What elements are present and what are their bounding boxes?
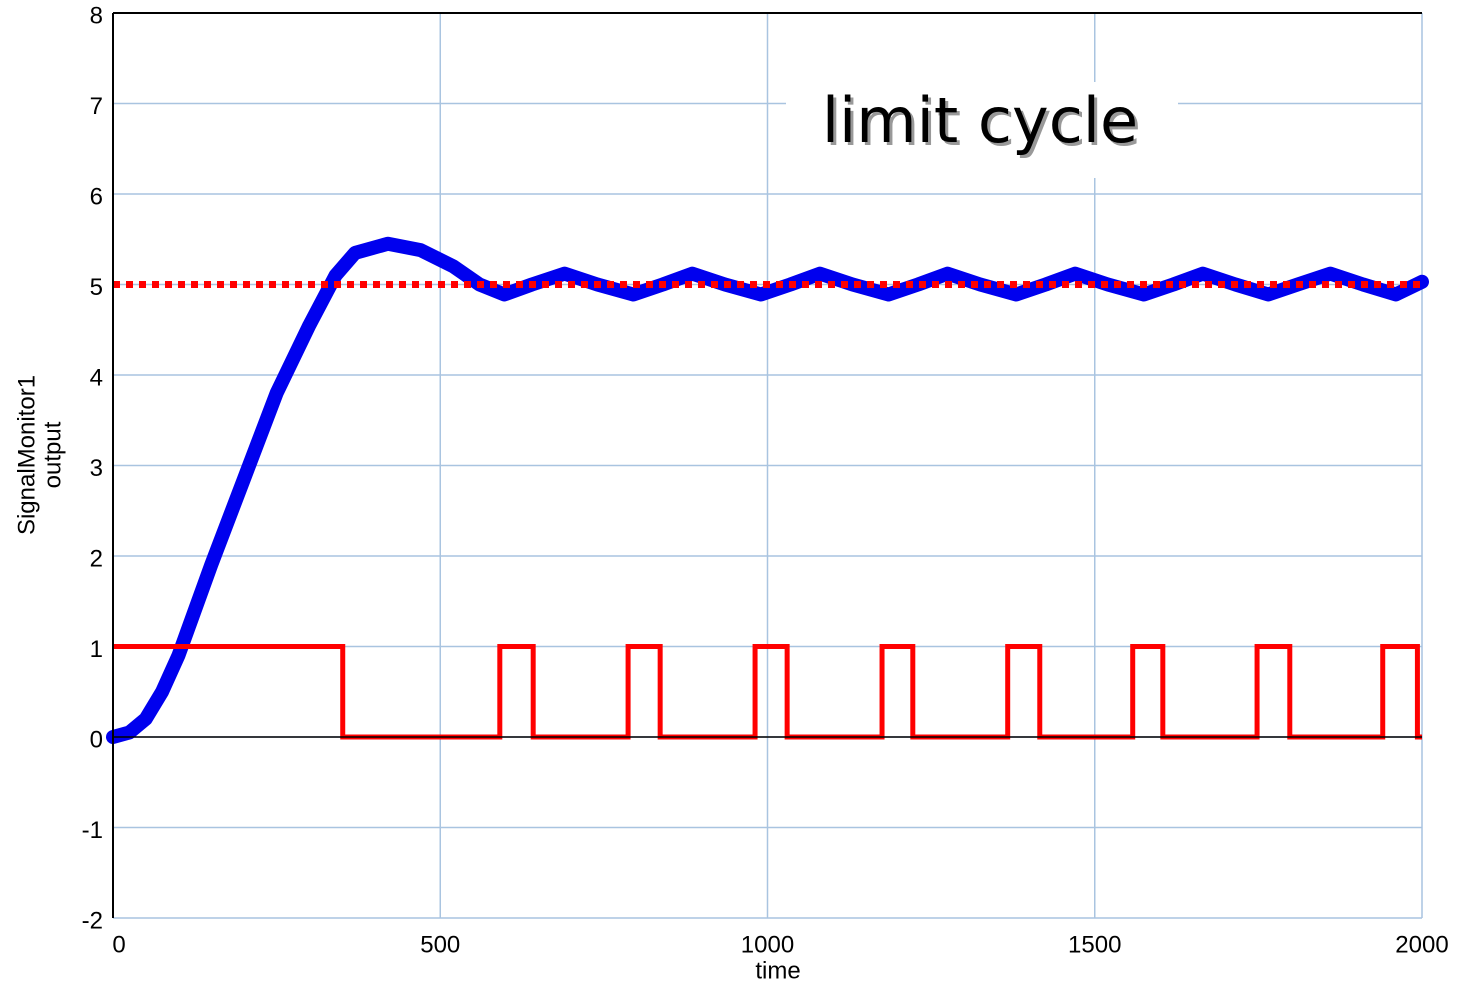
y-tick-label: 8	[90, 2, 103, 29]
y-tick-label: 1	[90, 636, 103, 663]
y-tick-label: 2	[90, 545, 103, 572]
y-axis-label-line: SignalMonitor1	[13, 375, 40, 535]
x-axis-label: time	[755, 957, 800, 984]
y-tick-label: -1	[82, 817, 103, 844]
y-axis-label-line: output	[39, 421, 66, 488]
y-tick-label: -2	[82, 907, 103, 934]
x-tick-label: 500	[420, 931, 460, 958]
y-tick-label: 0	[90, 726, 103, 753]
x-tick-label: 0	[112, 931, 125, 958]
annotation: limit cycle	[822, 84, 1138, 157]
y-tick-label: 7	[90, 93, 103, 120]
y-tick-label: 5	[90, 274, 103, 301]
data-line	[113, 644, 1422, 740]
y-tick-label: 6	[90, 183, 103, 210]
x-tick-label: 2000	[1395, 931, 1448, 958]
x-tick-label: 1000	[741, 931, 794, 958]
annotation-box	[786, 82, 1178, 178]
y-axis-label: SignalMonitor1 output	[13, 375, 66, 535]
y-tick-label: 3	[90, 455, 103, 482]
y-tick-label: 4	[90, 364, 103, 391]
x-tick-label: 1500	[1068, 931, 1121, 958]
